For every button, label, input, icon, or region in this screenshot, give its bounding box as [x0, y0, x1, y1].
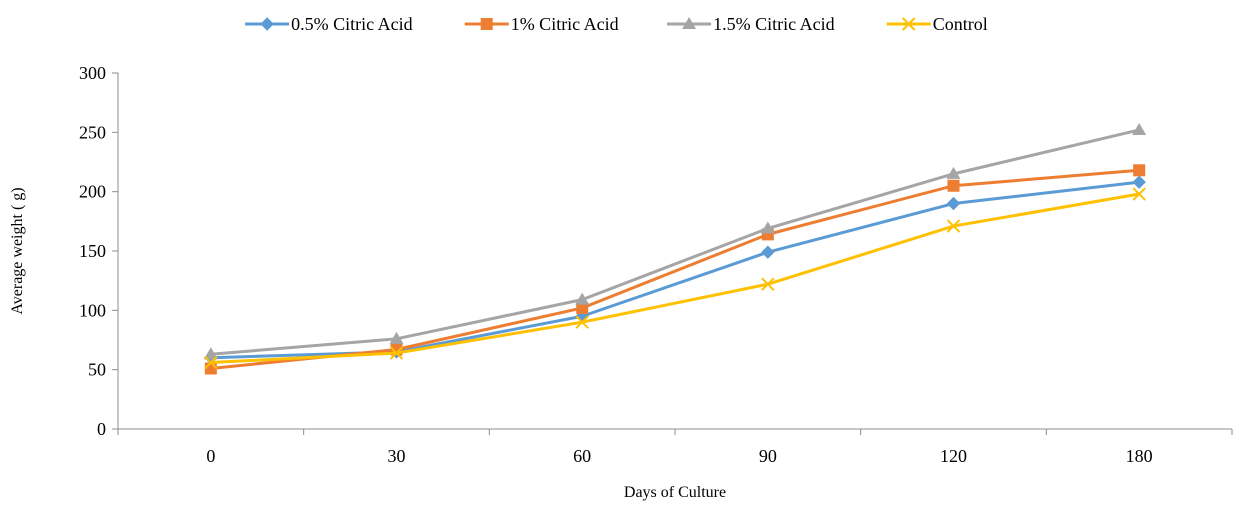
data-point	[947, 179, 960, 192]
data-point	[1132, 122, 1147, 135]
series-line	[210, 128, 1140, 356]
legend-label: 0.5% Citric Acid	[291, 14, 412, 34]
legend: 0.5% Citric Acid 1% Citric Acid 1.5% Citri…	[245, 14, 988, 34]
x-tick-label: 30	[388, 446, 406, 466]
legend-label: 1% Citric Acid	[511, 14, 619, 34]
legend-marker	[480, 18, 493, 30]
data-point	[761, 277, 775, 291]
series-3	[203, 122, 1147, 360]
data-point	[946, 219, 961, 233]
data-point	[389, 346, 404, 360]
x-tick-label: 0	[206, 446, 215, 466]
series-line	[210, 192, 1140, 365]
data-point	[204, 362, 217, 375]
y-tick-label: 0	[97, 419, 106, 439]
data-point	[203, 347, 218, 360]
y-tick-label: 300	[79, 63, 106, 83]
data-point	[389, 331, 404, 344]
legend-marker	[682, 17, 697, 29]
y-axis-label: Average weight ( g)	[9, 187, 26, 314]
y-tick-label: 50	[88, 360, 106, 380]
data-point	[1133, 164, 1146, 177]
legend-item: 1% Citric Acid	[464, 14, 619, 34]
data-point	[576, 301, 589, 314]
legend-label: 1.5% Citric Acid	[713, 14, 834, 34]
data-point	[575, 292, 590, 305]
y-tick-label: 200	[79, 182, 106, 202]
data-point	[760, 221, 775, 234]
data-point	[1132, 187, 1146, 201]
data-point	[946, 166, 961, 179]
series-line	[210, 168, 1140, 370]
series-4	[204, 187, 1146, 370]
x-axis-label: Days of Culture	[624, 484, 726, 501]
data-point	[946, 196, 961, 211]
legend-item: 0.5% Citric Acid	[245, 14, 413, 34]
x-tick-label: 180	[1126, 446, 1153, 466]
y-tick-label: 100	[79, 300, 106, 320]
series-layer	[203, 122, 1147, 375]
data-point	[575, 315, 589, 329]
legend-label: Control	[933, 14, 988, 34]
x-tick-label: 90	[759, 446, 777, 466]
legend-item: 1.5% Citric Acid	[667, 14, 835, 34]
y-tick-label: 250	[79, 122, 106, 142]
data-point	[1132, 175, 1146, 189]
data-point	[761, 245, 775, 259]
y-tick-label: 150	[79, 241, 106, 261]
legend-marker	[901, 17, 916, 31]
axes: 0 50 100 150 200 250 300 0 30 60 90 120 180	[79, 63, 1233, 466]
x-tick-label: 120	[940, 446, 967, 466]
legend-item: Control	[886, 14, 988, 34]
legend-marker	[260, 17, 274, 31]
data-point	[204, 355, 218, 370]
x-tick-label: 60	[573, 446, 591, 466]
